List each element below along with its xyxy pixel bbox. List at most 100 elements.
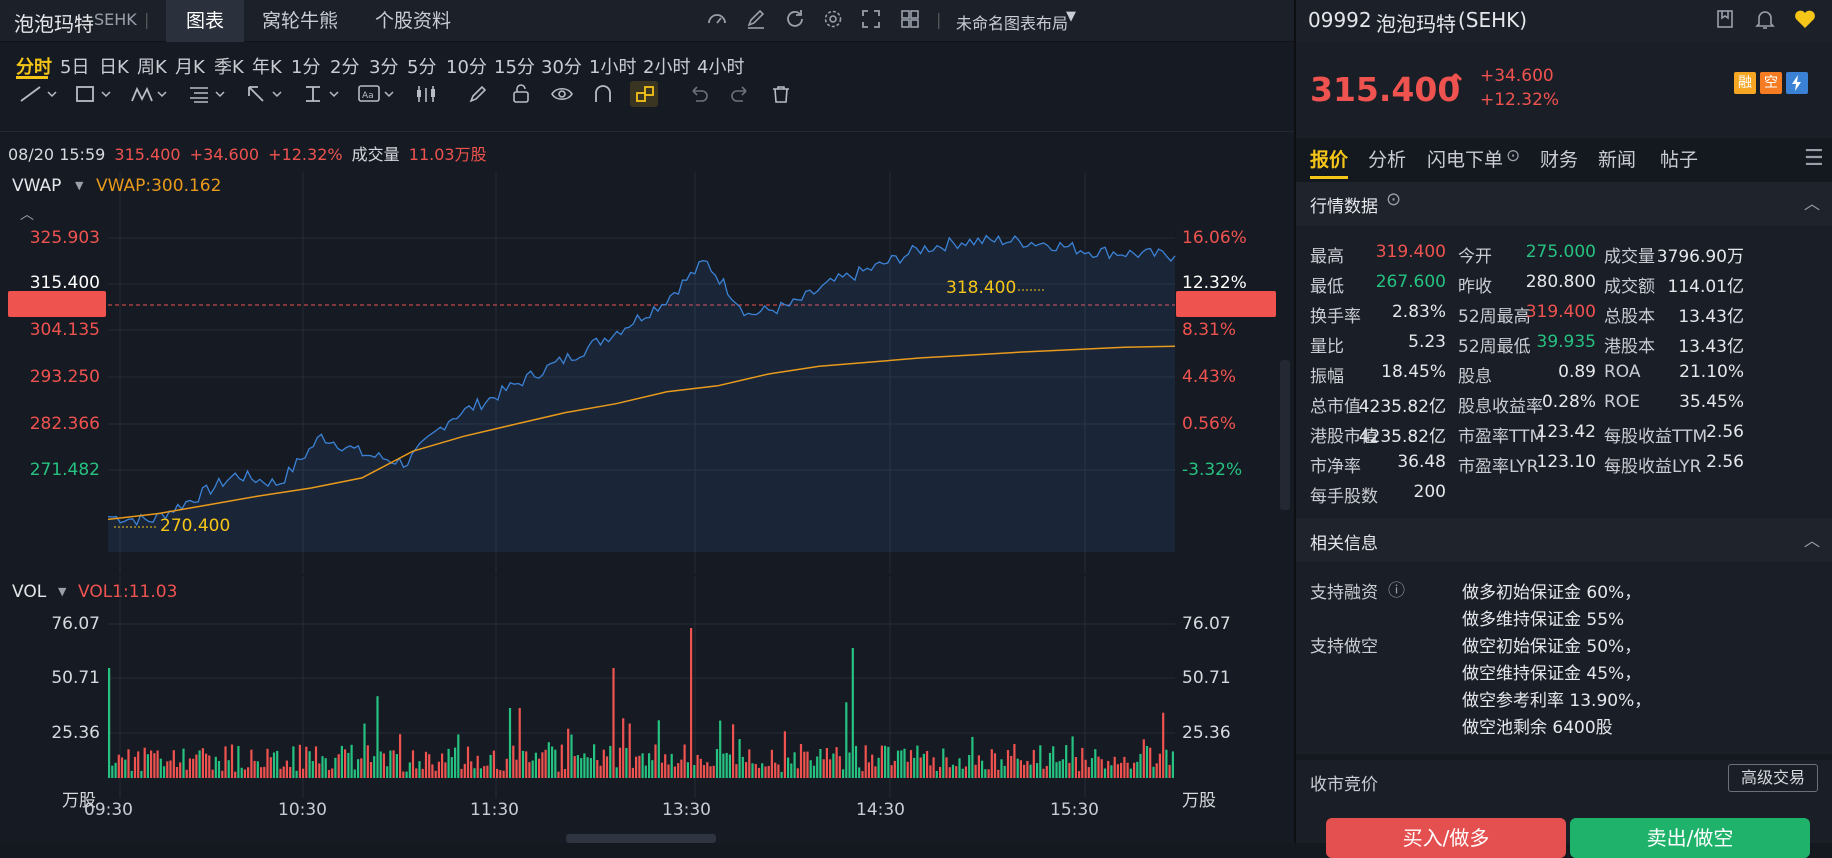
- more-icon[interactable]: ⊙: [1386, 189, 1402, 210]
- volume-bar: [738, 739, 741, 778]
- volume-bar: [127, 749, 130, 778]
- rectangle-icon[interactable]: [74, 84, 114, 104]
- redo-icon[interactable]: [729, 84, 751, 104]
- trend-line-icon[interactable]: [18, 84, 58, 104]
- volume-bar: [974, 764, 977, 778]
- interval-10[interactable]: 5分: [407, 57, 437, 78]
- interval-4[interactable]: 月K: [175, 57, 205, 78]
- quote-tab-1[interactable]: 分析: [1368, 149, 1407, 171]
- volume-bar: [314, 746, 318, 778]
- volume-bar: [496, 768, 499, 778]
- volume-bar: [505, 758, 508, 778]
- quote-tab-3[interactable]: 财务: [1540, 149, 1579, 171]
- quote-header: [1296, 0, 1832, 42]
- volume-chart[interactable]: [0, 576, 1294, 798]
- volume-bar: [531, 760, 534, 778]
- tab-active-underline: [1310, 176, 1348, 179]
- chevron-down-icon[interactable]: ▼: [1066, 9, 1076, 24]
- info-icon[interactable]: ⓘ: [1388, 581, 1405, 601]
- pattern-icon[interactable]: [130, 84, 170, 104]
- bell-icon[interactable]: [1754, 8, 1776, 30]
- volume-bar: [909, 750, 913, 778]
- volume-bar: [399, 734, 402, 778]
- layout-grid-icon[interactable]: [899, 8, 921, 30]
- undo-icon[interactable]: [688, 84, 710, 104]
- vwap-indicator-label[interactable]: VWAP: [12, 176, 62, 196]
- interval-6[interactable]: 年K: [252, 57, 282, 78]
- collapse-section-icon[interactable]: ︿: [1804, 531, 1821, 550]
- vol-indicator-label[interactable]: VOL: [12, 582, 47, 602]
- section-quote-header[interactable]: [1296, 182, 1832, 226]
- quote-tab-2[interactable]: 闪电下单: [1427, 149, 1504, 171]
- advanced-trade-button[interactable]: 高级交易: [1728, 764, 1818, 792]
- volume-bar: [735, 764, 738, 778]
- edit-icon[interactable]: [745, 8, 767, 30]
- tab-warrants[interactable]: 窝轮牛熊: [262, 0, 338, 42]
- volume-bar: [534, 752, 537, 778]
- side-collapse-handle[interactable]: [1280, 360, 1290, 510]
- sell-button[interactable]: 卖出/做空: [1570, 818, 1810, 858]
- interval-0[interactable]: 分时: [16, 57, 52, 78]
- interval-11[interactable]: 10分: [446, 57, 487, 78]
- quote-value: 280.800: [1525, 272, 1596, 292]
- pencil-icon[interactable]: [468, 84, 490, 104]
- volume-bar: [402, 771, 405, 778]
- layout-name-dropdown[interactable]: 未命名图表布局: [956, 14, 1069, 33]
- vol-axis-right-label: 76.07: [1182, 614, 1231, 634]
- interval-9[interactable]: 3分: [369, 57, 399, 78]
- interval-8[interactable]: 2分: [330, 57, 360, 78]
- volume-bar: [376, 696, 379, 778]
- text-icon[interactable]: Aa: [357, 84, 397, 104]
- fullscreen-icon[interactable]: [860, 8, 882, 30]
- lock-icon[interactable]: [510, 84, 532, 104]
- volume-bar: [153, 753, 156, 778]
- interval-14[interactable]: 1小时: [589, 57, 637, 78]
- quote-label: 每手股数: [1310, 487, 1378, 507]
- arrow-icon[interactable]: [245, 84, 285, 104]
- tab-chart[interactable]: 图表: [166, 0, 244, 42]
- measure-icon[interactable]: [302, 84, 342, 104]
- x-axis-label: 11:30: [470, 800, 519, 820]
- volume-bar: [489, 754, 492, 778]
- bookmark-icon[interactable]: [1714, 8, 1736, 30]
- more-icon[interactable]: ⊙: [1506, 146, 1521, 166]
- gear-icon[interactable]: [822, 8, 844, 30]
- fib-icon[interactable]: [188, 84, 228, 104]
- quote-tab-5[interactable]: 帖子: [1660, 149, 1699, 171]
- chevron-down-icon[interactable]: ▼: [58, 585, 67, 598]
- quote-tab-0[interactable]: 报价: [1310, 149, 1349, 171]
- volume-bar: [916, 745, 919, 778]
- interval-15[interactable]: 2小时: [643, 57, 691, 78]
- collapse-icon[interactable]: ︿: [20, 207, 34, 223]
- quote-label: 量比: [1310, 337, 1344, 357]
- tab-profile[interactable]: 个股资料: [375, 0, 451, 42]
- panel-resize-handle[interactable]: [566, 834, 716, 843]
- related-line: 做空池剩余 6400股: [1462, 718, 1613, 738]
- interval-3[interactable]: 周K: [137, 57, 167, 78]
- interval-12[interactable]: 15分: [494, 57, 535, 78]
- refresh-icon[interactable]: [784, 8, 806, 30]
- price-chart[interactable]: [0, 172, 1294, 574]
- interval-16[interactable]: 4小时: [697, 57, 745, 78]
- volume-bar: [660, 762, 664, 778]
- speed-icon[interactable]: [706, 8, 728, 30]
- trash-icon[interactable]: [770, 84, 792, 104]
- volume-bar: [829, 759, 832, 778]
- heart-icon[interactable]: [1793, 8, 1817, 30]
- chevron-down-icon[interactable]: ▼: [75, 179, 84, 192]
- tabs-more-icon[interactable]: ☰: [1804, 146, 1824, 171]
- candle-icon[interactable]: [414, 84, 438, 104]
- volume-bar: [835, 747, 838, 778]
- interval-2[interactable]: 日K: [99, 57, 129, 78]
- volume-bar: [1071, 736, 1074, 778]
- interval-7[interactable]: 1分: [291, 57, 321, 78]
- interval-1[interactable]: 5日: [60, 57, 90, 78]
- eye-icon[interactable]: [550, 84, 574, 104]
- section-related-header[interactable]: [1296, 518, 1832, 562]
- magnet-icon[interactable]: [592, 84, 614, 104]
- interval-13[interactable]: 30分: [541, 57, 582, 78]
- interval-5[interactable]: 季K: [214, 57, 244, 78]
- quote-tab-4[interactable]: 新闻: [1598, 149, 1637, 171]
- collapse-section-icon[interactable]: ︿: [1804, 194, 1821, 213]
- buy-button[interactable]: 买入/做多: [1326, 818, 1566, 858]
